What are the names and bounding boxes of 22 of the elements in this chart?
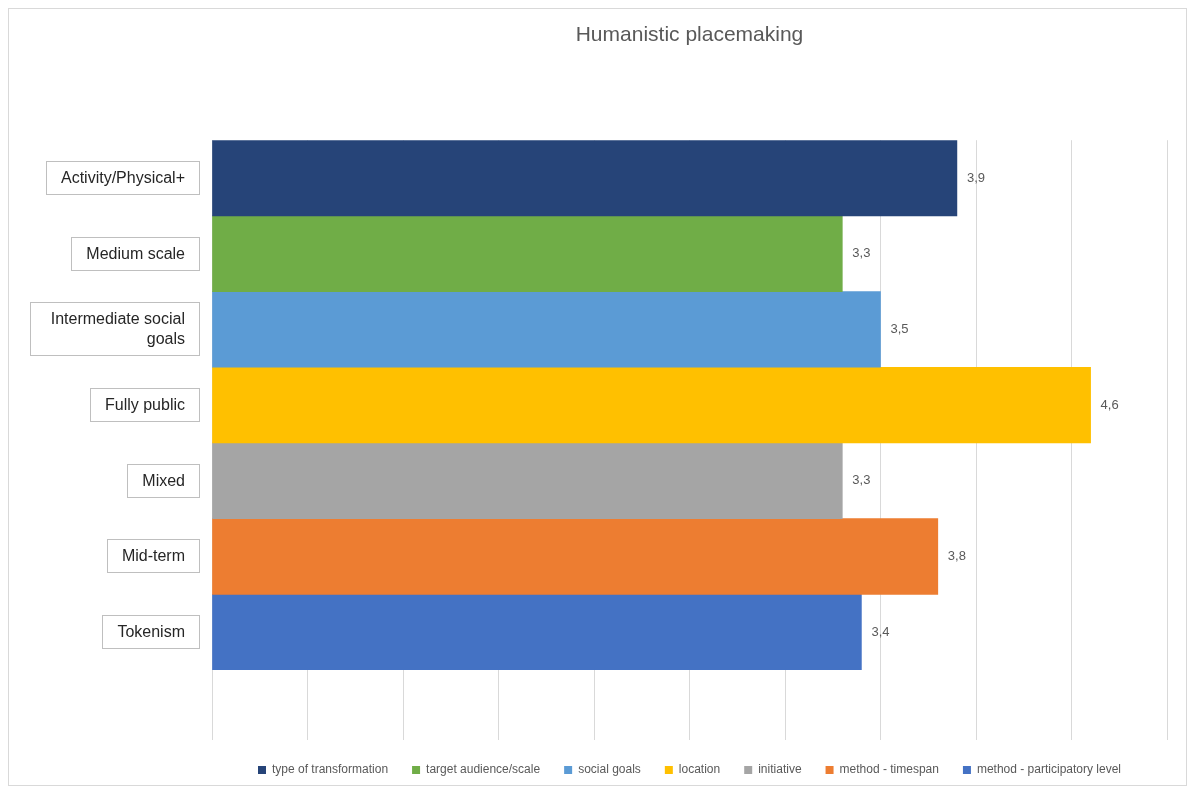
y-tick-label: Mid-term — [106, 539, 200, 574]
y-tick-label: Fully public — [89, 388, 200, 423]
legend-label: location — [678, 762, 721, 777]
y-tick-label: Intermediate social goals — [30, 302, 200, 357]
data-label: 3,9 — [966, 169, 985, 185]
legend-label: type of transformation — [272, 762, 389, 777]
legend-label: method - timespan — [839, 762, 939, 777]
legend-label: initiative — [758, 762, 802, 777]
y-tick-label: Activity/Physical+ — [45, 161, 200, 196]
data-label: 3,3 — [852, 245, 871, 261]
y-tick-label: Tokenism — [102, 615, 200, 650]
data-label: 4,6 — [1100, 396, 1119, 412]
legend-label: target audience/scale — [426, 762, 541, 777]
data-label: 3,8 — [947, 548, 966, 564]
data-label: 3,3 — [852, 472, 871, 488]
chart-title: Humanistic placemaking — [575, 22, 804, 46]
legend-label: method - participatory level — [976, 762, 1122, 777]
y-tick-label: Medium scale — [71, 236, 200, 271]
legend-label: social goals — [578, 762, 641, 777]
data-label: 3,4 — [871, 623, 890, 639]
y-tick-label: Mixed — [127, 463, 200, 498]
data-label: 3,5 — [890, 320, 909, 336]
